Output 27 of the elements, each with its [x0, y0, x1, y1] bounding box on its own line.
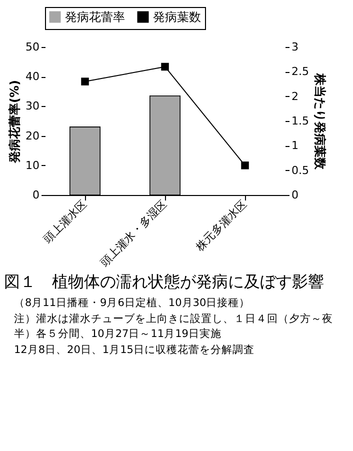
y-axis-title: 発病花蕾率(%) — [8, 80, 22, 164]
y2-tick-label: 1.5 — [292, 114, 309, 128]
y2-tick-label: 1 — [292, 139, 298, 152]
text: 注）灌水は灌水チューブを上向きに設置し、１日４回（夕方～夜半）各５分間、10月27日～11月19日実施 — [13, 312, 334, 342]
legend-label: 発病葉数 — [153, 10, 201, 24]
y2-tick-label: 0 — [292, 188, 298, 202]
y2-tick-label: 2 — [292, 90, 298, 103]
legend-label: 発病花蕾率 — [65, 10, 125, 24]
point — [241, 162, 249, 170]
x-tick-label: 株元多灌水区 — [192, 198, 250, 254]
y-tick-label: 30 — [26, 100, 40, 113]
y2-tick-label: 2.5 — [292, 65, 309, 78]
point — [161, 62, 169, 71]
point — [81, 78, 89, 86]
text: 図１ 植物体の濡れ状態が発病に及ぼす影響 — [3, 271, 325, 293]
x-tick-label: 頭上灌水区 — [41, 198, 90, 246]
y2-tick-label: 3 — [292, 40, 298, 54]
text: （8月11日播種・9月6日定植、10月30日接種） — [13, 296, 252, 311]
y-tick-label: 40 — [26, 70, 40, 84]
y-tick-label: 0 — [32, 188, 40, 202]
y2-tick-label: 0.5 — [292, 164, 309, 177]
y2-axis-title: 株当たり発病葉数 — [312, 72, 327, 170]
y-tick-label: 20 — [26, 129, 40, 142]
text: 12月8日、20日、1月15日に収穫花蕾を分解調査 — [13, 343, 256, 358]
y-tick-label: 10 — [26, 158, 40, 172]
x-tick-label: 頭上灌水・多湿区 — [98, 198, 170, 269]
y-tick-label: 50 — [26, 40, 40, 54]
